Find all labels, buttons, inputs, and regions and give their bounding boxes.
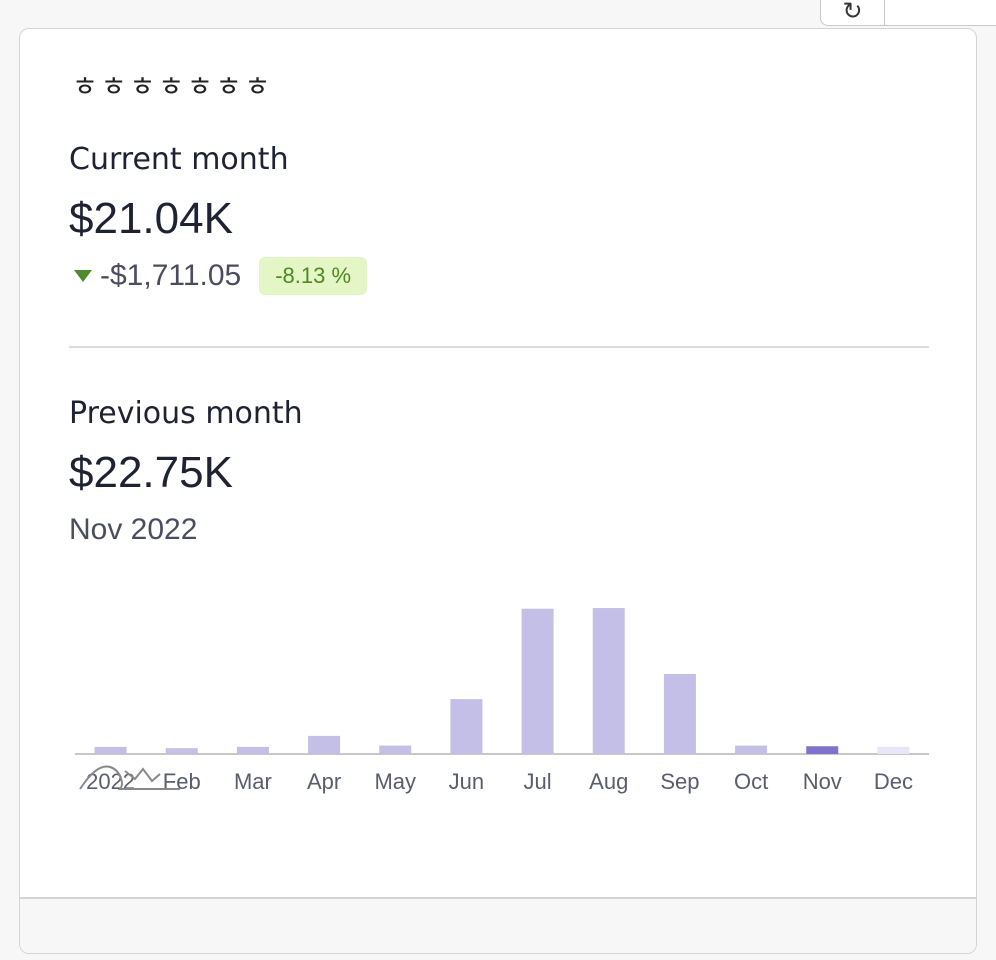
change-amount: -$1,711.05	[100, 259, 242, 292]
tick-label-jul: Jul	[524, 769, 552, 794]
bar-2022[interactable]	[94, 746, 127, 754]
down-arrow-icon	[74, 270, 92, 282]
tick-label-may: May	[374, 769, 416, 794]
card-title: ㅎㅎㅎㅎㅎㅎㅎ	[72, 70, 274, 103]
bar-oct[interactable]	[735, 745, 768, 754]
tick-label-mar: Mar	[234, 769, 272, 794]
divider	[69, 346, 929, 348]
bar-jun[interactable]	[450, 699, 483, 754]
revenue-card: ㅎㅎㅎㅎㅎㅎㅎ Current month $21.04K -$1,711.05…	[19, 28, 977, 954]
bar-may[interactable]	[379, 745, 412, 754]
period-select-label: … ▾	[901, 0, 941, 5]
current-month-label: Current month	[69, 142, 289, 177]
tick-label-aug: Aug	[589, 769, 628, 794]
refresh-button[interactable]: ↻	[820, 0, 884, 26]
previous-month-value: $22.75K	[69, 448, 233, 497]
tick-label-nov: Nov	[803, 769, 842, 794]
bar-dec[interactable]	[877, 746, 910, 754]
refresh-icon: ↻	[842, 0, 863, 25]
card-footer	[20, 897, 976, 953]
tick-label-apr: Apr	[307, 769, 341, 794]
tick-label-sep: Sep	[660, 769, 699, 794]
tick-label-oct: Oct	[734, 769, 768, 794]
bar-jul[interactable]	[521, 608, 554, 754]
period-select[interactable]: … ▾	[884, 0, 996, 26]
previous-month-label: Previous month	[69, 396, 303, 431]
change-percent-badge: -8.13 %	[259, 257, 368, 295]
tick-label-dec: Dec	[874, 769, 913, 794]
scribble-mark	[79, 765, 180, 790]
bar-apr[interactable]	[308, 735, 341, 754]
change-row: -$1,711.05 -8.13 %	[74, 257, 368, 295]
tick-label-feb: Feb	[163, 769, 201, 794]
current-month-value: $21.04K	[69, 194, 233, 243]
toolbar-fragment: ↻ … ▾	[820, 0, 996, 26]
bar-aug[interactable]	[592, 608, 625, 754]
bar-mar[interactable]	[236, 746, 269, 754]
bar-sep[interactable]	[663, 673, 696, 754]
previous-month-period: Nov 2022	[69, 513, 198, 546]
bar-nov[interactable]	[806, 746, 839, 754]
monthly-bar-chart: 2022 Feb Mar Apr May Jun Jul Aug Sep Oct Nov Dec	[75, 608, 929, 794]
tick-label-jun: Jun	[449, 769, 484, 794]
bar-feb[interactable]	[165, 748, 198, 754]
